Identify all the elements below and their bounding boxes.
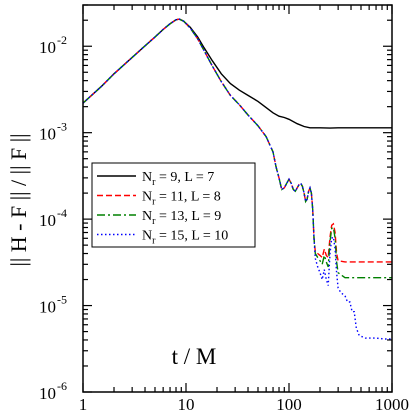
x-axis-label: t / M	[172, 344, 217, 369]
series-layer	[82, 18, 392, 340]
x-tick-label: 10	[178, 395, 195, 414]
series-line-2	[82, 18, 392, 263]
y-axis-label: || H - F || / || F ||	[6, 133, 31, 266]
legend-entry-subscript: r	[152, 177, 156, 188]
legend-entry-subscript: r	[152, 216, 156, 227]
legend: Nr = 9, L = 7Nr = 11, L = 8Nr = 13, L = …	[91, 162, 256, 248]
legend-entry-rest: = 11, L = 8	[155, 190, 220, 205]
y-tick-label-exponent: -5	[57, 293, 67, 307]
x-tick-label: 1000	[375, 395, 409, 414]
plot-frame	[82, 4, 393, 393]
legend-entry-main: N	[142, 190, 152, 205]
legend-box	[91, 162, 256, 248]
series-line-4	[82, 18, 392, 340]
legend-entry-rest: = 9, L = 7	[155, 170, 214, 185]
x-tick-label: 100	[276, 395, 302, 414]
y-tick-label-exponent: -4	[57, 206, 67, 220]
legend-entry-subscript: r	[152, 197, 156, 208]
legend-entry-subscript: r	[152, 236, 156, 247]
legend-entry-rest: = 13, L = 9	[155, 209, 221, 224]
series-line-1	[82, 18, 392, 129]
y-tick-label-exponent: -3	[57, 120, 67, 134]
y-tick-label-base: 10	[39, 38, 56, 57]
series-line-3	[82, 18, 392, 279]
y-tick-label-exponent: -2	[57, 33, 67, 47]
legend-entry-rest: = 15, L = 10	[155, 229, 228, 244]
y-tick-label-base: 10	[39, 298, 56, 317]
x-tick-label: 1	[79, 395, 88, 414]
legend-entry-2: Nr = 11, L = 8	[142, 190, 221, 208]
y-tick-label-base: 10	[39, 384, 56, 403]
y-tick-label-base: 10	[39, 211, 56, 230]
legend-entry-main: N	[142, 209, 152, 224]
y-tick-label-base: 10	[39, 125, 56, 144]
legend-entry-main: N	[142, 170, 152, 185]
y-tick-label-exponent: -6	[57, 379, 67, 393]
legend-entry-main: N	[142, 229, 152, 244]
legend-entry-1: Nr = 9, L = 7	[142, 170, 214, 188]
legend-entry-3: Nr = 13, L = 9	[142, 209, 221, 227]
legend-entry-4: Nr = 15, L = 10	[142, 229, 228, 247]
ticks-layer	[82, 4, 393, 393]
